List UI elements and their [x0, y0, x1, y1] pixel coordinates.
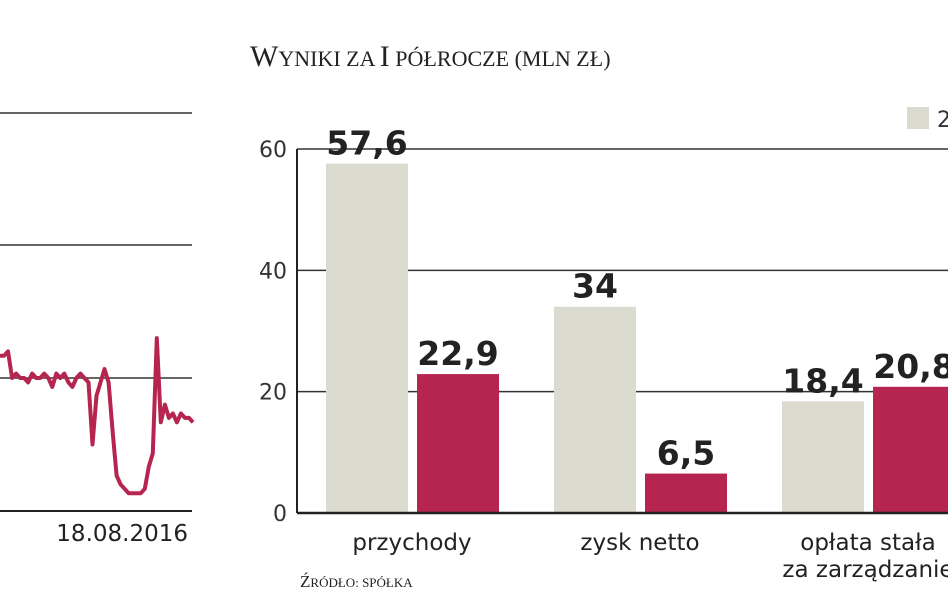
bar [873, 386, 948, 513]
y-tick-label: 40 [259, 259, 287, 284]
bar [645, 473, 727, 513]
data-label: 57,6 [326, 124, 407, 163]
left-line-chart [0, 112, 195, 512]
bar [417, 374, 499, 513]
y-tick-label: 0 [273, 502, 287, 527]
legend-swatch [907, 107, 929, 129]
source-note: ŹRÓDŁO: SPÓŁKA [300, 572, 413, 591]
left-chart-date-label: 18.08.2016 [56, 521, 188, 547]
data-label: 22,9 [417, 334, 498, 373]
bar [782, 401, 864, 513]
category-label: przychody [352, 530, 471, 556]
chart-title: WYNIKI ZA I PÓŁROCZE (MLN ZŁ) [250, 40, 611, 73]
category-label: opłata stała za zarządzanie [782, 530, 948, 583]
data-label: 34 [572, 267, 618, 306]
data-label: 20,8 [873, 347, 948, 386]
bar [326, 163, 408, 513]
data-label: 6,5 [657, 434, 715, 473]
bar-chart: 0 20 40 60 57,6 34 18,4 22,9 6,5 20,8 przychody zys… [259, 107, 948, 583]
bar [554, 306, 636, 513]
y-tick-label: 60 [259, 138, 287, 163]
left-series-line [0, 336, 195, 496]
category-label: zysk netto [580, 530, 699, 556]
y-tick-label: 20 [259, 381, 287, 406]
legend-label: 2 [937, 108, 948, 133]
data-label: 18,4 [782, 361, 863, 400]
